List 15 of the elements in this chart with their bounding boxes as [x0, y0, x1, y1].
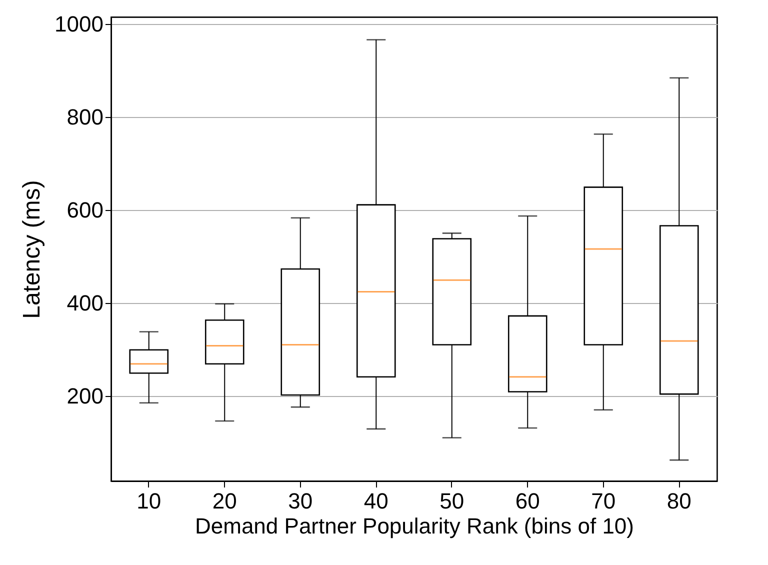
x-tick-label: 10: [136, 488, 162, 514]
y-tick-label: 200: [66, 383, 104, 408]
x-tick-label: 40: [364, 488, 388, 514]
y-tick-label: 1000: [54, 11, 104, 36]
x-tick-label: 80: [666, 488, 692, 514]
y-tick-label: 600: [66, 197, 104, 222]
y-axis-title: Latency (ms): [18, 180, 46, 319]
x-axis-title: Demand Partner Popularity Rank (bins of 10): [195, 514, 634, 538]
y-tick-label: 400: [66, 290, 104, 316]
x-tick-label: 70: [591, 488, 616, 514]
x-tick-label: 60: [515, 488, 540, 514]
y-tick-label: 800: [66, 104, 104, 130]
x-tick-label: 30: [288, 488, 313, 514]
x-tick-label: 20: [212, 488, 237, 514]
x-tick-label: 50: [440, 488, 464, 514]
